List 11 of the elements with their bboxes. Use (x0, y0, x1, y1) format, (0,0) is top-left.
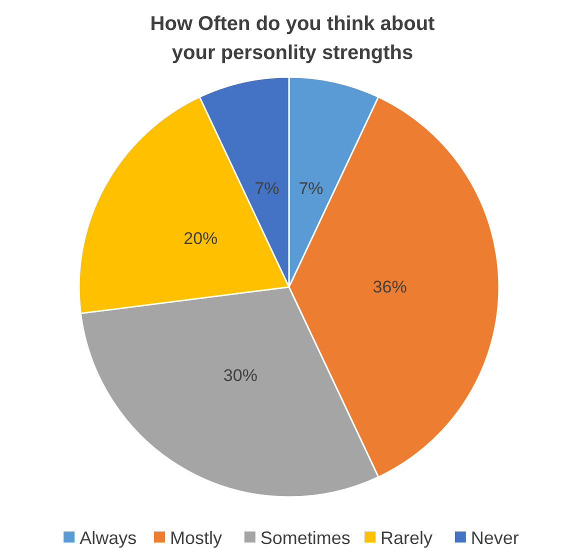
data-label: 20% (184, 228, 218, 248)
legend-label: Never (470, 528, 519, 548)
data-label: 7% (254, 179, 280, 198)
legend-label: Always (80, 528, 137, 548)
data-label: 36% (372, 278, 407, 296)
legend-label: Rarely (380, 528, 433, 548)
chart-title: How Often do you think about your personlity strengths (150, 13, 436, 64)
data-label: 30% (223, 366, 258, 385)
legend-label: Mostly (170, 528, 222, 548)
legend-label: Sometimes (260, 528, 350, 548)
data-label: 7% (298, 179, 324, 198)
